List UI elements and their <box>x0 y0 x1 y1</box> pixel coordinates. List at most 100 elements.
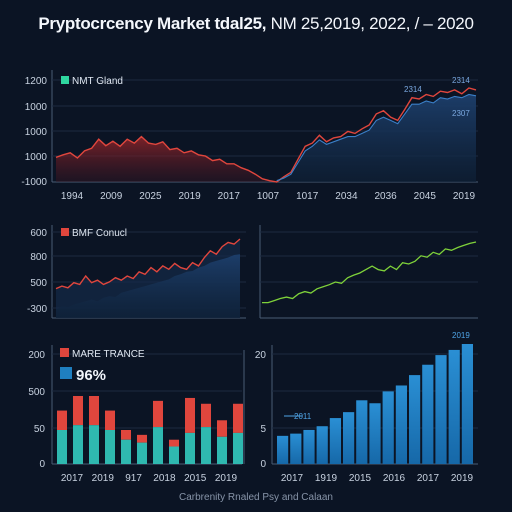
bottom-left-bar-teal <box>233 432 243 464</box>
main-legend-label: NMT Gland <box>72 76 123 87</box>
mid-right-chart <box>259 225 478 319</box>
bottom-right-annotation-2: 2019 <box>452 331 470 340</box>
bottom-right-bar <box>382 391 394 464</box>
main-x-tick: 2034 <box>335 191 358 202</box>
bottom-right-x-tick: 2019 <box>451 473 474 484</box>
main-legend-swatch <box>61 76 69 84</box>
bottom-left-legend-swatch-blue <box>60 367 72 379</box>
bottom-left-bar-red <box>57 410 67 430</box>
main-x-tick: 2045 <box>414 191 437 202</box>
bottom-left-bar-red <box>153 400 163 428</box>
main-series-red-line <box>55 87 477 183</box>
mid-left-y-tick: 800 <box>30 252 47 263</box>
bottom-right-bar <box>435 355 447 464</box>
bottom-left-x-tick: 2019 <box>92 473 115 484</box>
footer-caption: Carbrenity Rnaled Psy and Calaan <box>179 492 333 503</box>
bottom-left-x-tick: 2018 <box>153 473 176 484</box>
page-title: Pryptocrcency Market tdal25, NM 25,2019,… <box>0 14 512 34</box>
bottom-left-y-tick: 50 <box>34 424 46 435</box>
main-x-tick: 2036 <box>374 191 397 202</box>
bottom-right-bar <box>329 418 341 464</box>
main-y-tick: 1000 <box>25 102 48 113</box>
bottom-left-bar-teal <box>57 430 67 464</box>
bottom-left-bar-teal <box>121 439 131 464</box>
main-x-tick: 2017 <box>218 191 241 202</box>
mid-left-y-tick: -300 <box>27 304 47 315</box>
bottom-right-x-tick: 2015 <box>349 473 372 484</box>
bottom-left-bar-red <box>217 420 227 437</box>
bottom-left-legend-label: MARE TRANCE <box>72 349 145 360</box>
mid-left-chart: 600 800 500 -300 BMF Conucl <box>27 225 246 319</box>
mid-left-area-lower <box>56 254 240 318</box>
mid-left-y-tick: 500 <box>30 278 47 289</box>
bottom-left-y-tick: 500 <box>28 387 45 398</box>
bottom-left-bar-red <box>201 403 211 428</box>
main-x-tick: 1017 <box>296 191 319 202</box>
bottom-left-bar-red <box>137 434 147 443</box>
bottom-right-bar <box>290 433 302 464</box>
bottom-left-bar-teal <box>201 427 211 464</box>
bottom-left-bar-teal <box>73 425 83 464</box>
bottom-right-x-tick: 2017 <box>417 473 440 484</box>
bottom-left-x-tick: 2015 <box>184 473 207 484</box>
bottom-left-bar-teal <box>169 446 179 464</box>
bottom-right-x-tick: 2016 <box>383 473 406 484</box>
bottom-right-bar <box>356 400 368 464</box>
mid-right-series-green-line <box>262 241 477 304</box>
main-x-tick: 1994 <box>61 191 84 202</box>
main-y-tick: -1000 <box>21 177 47 188</box>
bottom-left-y-tick: 0 <box>39 459 45 470</box>
mid-left-series-red-line <box>55 238 241 290</box>
bottom-left-bar-teal <box>217 436 227 464</box>
title-bold: Pryptocrcency Market tdal25, <box>38 14 267 33</box>
bottom-left-legend-swatch-red <box>60 348 69 357</box>
main-chart: 1200 1000 1000 1000 -1000 1994 2009 2025 2019 20… <box>21 70 478 202</box>
bottom-left-bar-red <box>169 439 179 447</box>
main-annotation-1: 2314 <box>452 76 470 85</box>
bottom-left-bar-teal <box>105 430 115 464</box>
bottom-left-x-tick: 917 <box>125 473 142 484</box>
bottom-left-x-tick: 2017 <box>61 473 84 484</box>
main-series-blue-line <box>276 93 477 182</box>
bottom-right-bar <box>343 412 355 464</box>
bottom-right-annotation-1: 2011 <box>294 412 312 421</box>
bottom-right-bar <box>303 429 315 464</box>
bottom-right-bar <box>277 435 289 464</box>
title-rest: NM 25,2019, 2022, / – 2020 <box>266 14 474 33</box>
bottom-right-bar <box>395 385 407 464</box>
mid-left-legend-label: BMF Conucl <box>72 228 127 239</box>
bottom-left-bar-red <box>73 396 83 426</box>
bottom-left-bar-red <box>233 403 243 433</box>
bottom-left-bar-red <box>185 397 195 433</box>
bottom-right-bar <box>448 349 460 464</box>
bottom-right-bar <box>369 403 381 464</box>
main-x-tick: 1007 <box>257 191 280 202</box>
main-x-tick: 2025 <box>139 191 162 202</box>
mid-left-y-tick: 600 <box>30 228 47 239</box>
bottom-left-bar-red <box>89 396 99 426</box>
bottom-left-y-tick: 200 <box>28 350 45 361</box>
bottom-left-x-tick: 2019 <box>215 473 238 484</box>
bottom-left-bar-red <box>121 430 131 440</box>
bottom-left-bar-teal <box>153 427 163 464</box>
bottom-left-bar-teal <box>185 432 195 464</box>
mid-left-legend-swatch <box>61 228 69 236</box>
main-area-blue <box>276 94 476 182</box>
bottom-right-y-tick: 5 <box>260 424 266 435</box>
main-area-red <box>56 136 277 182</box>
main-x-tick: 2019 <box>453 191 476 202</box>
main-y-tick: 1000 <box>25 152 48 163</box>
main-y-tick: 1200 <box>25 76 48 87</box>
bottom-right-bar <box>461 344 473 464</box>
bottom-right-x-tick: 1919 <box>315 473 338 484</box>
bottom-right-bar <box>422 364 434 464</box>
bottom-right-y-tick: 0 <box>260 459 266 470</box>
bottom-right-bar <box>316 426 328 464</box>
main-y-tick: 1000 <box>25 127 48 138</box>
main-annotation-2: 2314 <box>404 85 422 94</box>
bottom-left-legend-value: 96% <box>76 367 106 384</box>
bottom-left-bar-teal <box>137 442 147 464</box>
main-annotation-3: 2307 <box>452 109 470 118</box>
